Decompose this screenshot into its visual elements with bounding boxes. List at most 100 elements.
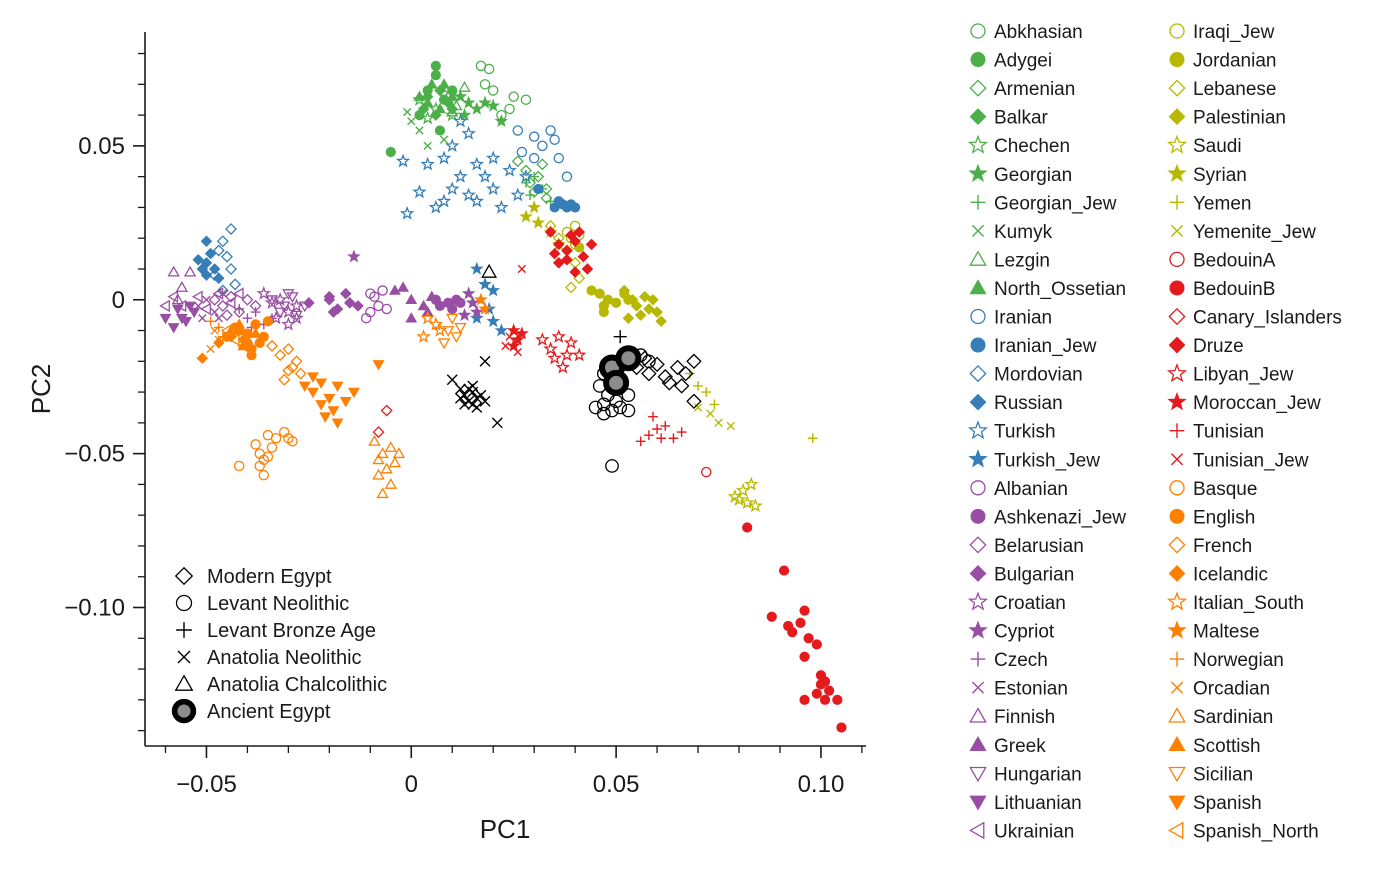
legend-entry-basque: Basque [1169, 479, 1257, 500]
series-yemen [685, 368, 818, 444]
legend-marker [1169, 651, 1185, 667]
legend-marker [970, 23, 986, 39]
data-point [204, 247, 217, 260]
data-point [225, 290, 238, 303]
data-point [458, 81, 471, 92]
data-point [549, 202, 560, 213]
data-point [376, 487, 389, 499]
legend-entry-georgian-jew: Georgian_Jew [970, 193, 1117, 214]
legend-marker [967, 134, 989, 154]
data-point [241, 293, 254, 306]
data-point [505, 332, 514, 341]
series-ancient-egypt [599, 345, 642, 396]
legend-entry-turkish-jew: Turkish_Jew [968, 449, 1100, 471]
legend-label: Lithuanian [994, 793, 1082, 814]
data-point [547, 350, 562, 365]
data-point [175, 299, 187, 313]
data-point [198, 314, 207, 323]
legend-label: Palestinian [1193, 108, 1286, 129]
series-hungarian [265, 289, 311, 322]
data-point [465, 295, 480, 309]
data-point [436, 150, 452, 165]
data-point [559, 347, 575, 362]
series-belarusian [208, 290, 262, 322]
legend-marker [1168, 536, 1186, 554]
data-point [428, 199, 444, 214]
data-point [234, 304, 245, 314]
legend-entry-canary-islanders: Canary_Islanders [1168, 308, 1342, 329]
data-point [551, 329, 566, 343]
legend-entry-hungarian: Hungarian [969, 764, 1082, 785]
data-point [678, 365, 694, 382]
data-point [233, 306, 246, 319]
data-point [434, 102, 446, 114]
data-point [232, 287, 244, 300]
legend-label: Druze [1193, 336, 1244, 357]
data-point [586, 285, 597, 296]
data-point [748, 498, 763, 513]
data-point [511, 155, 524, 168]
legend-entry-north-ossetian: North_Ossetian [969, 279, 1126, 300]
data-point [706, 409, 715, 418]
data-point [735, 482, 751, 497]
data-point [384, 441, 397, 452]
legend-label: Balkar [994, 108, 1049, 129]
series-iranian-jew [533, 183, 581, 213]
data-point [634, 309, 647, 321]
data-point [807, 433, 818, 444]
data-point [380, 404, 393, 417]
legend-marker [1167, 391, 1187, 411]
legend-marker [969, 565, 987, 582]
data-point [423, 141, 432, 151]
data-point [265, 295, 279, 307]
data-point [212, 244, 225, 257]
data-point [525, 190, 535, 200]
legend-entry-sicilian: Sicilian [1168, 764, 1253, 785]
series-north-ossetian [413, 78, 459, 114]
data-point [799, 605, 810, 616]
data-point [819, 694, 831, 705]
data-point [485, 150, 501, 165]
data-point [258, 469, 270, 481]
series-french [266, 339, 307, 386]
data-point [504, 103, 515, 115]
legend-entry-bedouina: BedouinA [1169, 250, 1276, 271]
legend-label: Chechen [994, 136, 1070, 157]
legend-marker [1169, 194, 1185, 210]
data-point [605, 459, 619, 473]
data-point [434, 300, 446, 312]
legend-entry-balkar: Balkar [969, 108, 1049, 129]
data-point [515, 326, 529, 340]
data-point [603, 369, 630, 396]
legend-marker [969, 536, 987, 554]
legend-entry-chechen: Chechen [967, 134, 1070, 157]
legend-marker [970, 194, 986, 210]
legend-marker [969, 279, 987, 295]
legend-entry-tunisian: Tunisian [1169, 422, 1264, 443]
data-point [481, 263, 498, 278]
data-point [372, 468, 385, 480]
data-point [652, 424, 662, 434]
legend-marker [1168, 795, 1186, 811]
data-point [450, 332, 463, 344]
data-point [483, 63, 495, 75]
data-point [216, 235, 229, 248]
data-point [815, 679, 827, 690]
data-point [437, 338, 451, 350]
legend-label: Scottish [1193, 736, 1261, 757]
y-tick-label: −0.10 [64, 595, 125, 622]
data-point [693, 403, 703, 412]
legend-entry-french: French [1168, 536, 1252, 557]
legend-entry-iraqi-jew: Iraqi_Jew [1169, 22, 1275, 43]
data-point [470, 101, 484, 115]
series-levant-bronze-age [613, 330, 627, 344]
legend-label: Lezgin [994, 250, 1050, 271]
data-point [212, 337, 225, 349]
data-point [478, 301, 492, 315]
legend-label: Bulgarian [994, 564, 1074, 585]
data-point [588, 400, 603, 415]
data-point [836, 722, 847, 733]
axes [144, 32, 866, 747]
data-point [494, 323, 509, 337]
legend-label: Belarusian [994, 536, 1084, 557]
